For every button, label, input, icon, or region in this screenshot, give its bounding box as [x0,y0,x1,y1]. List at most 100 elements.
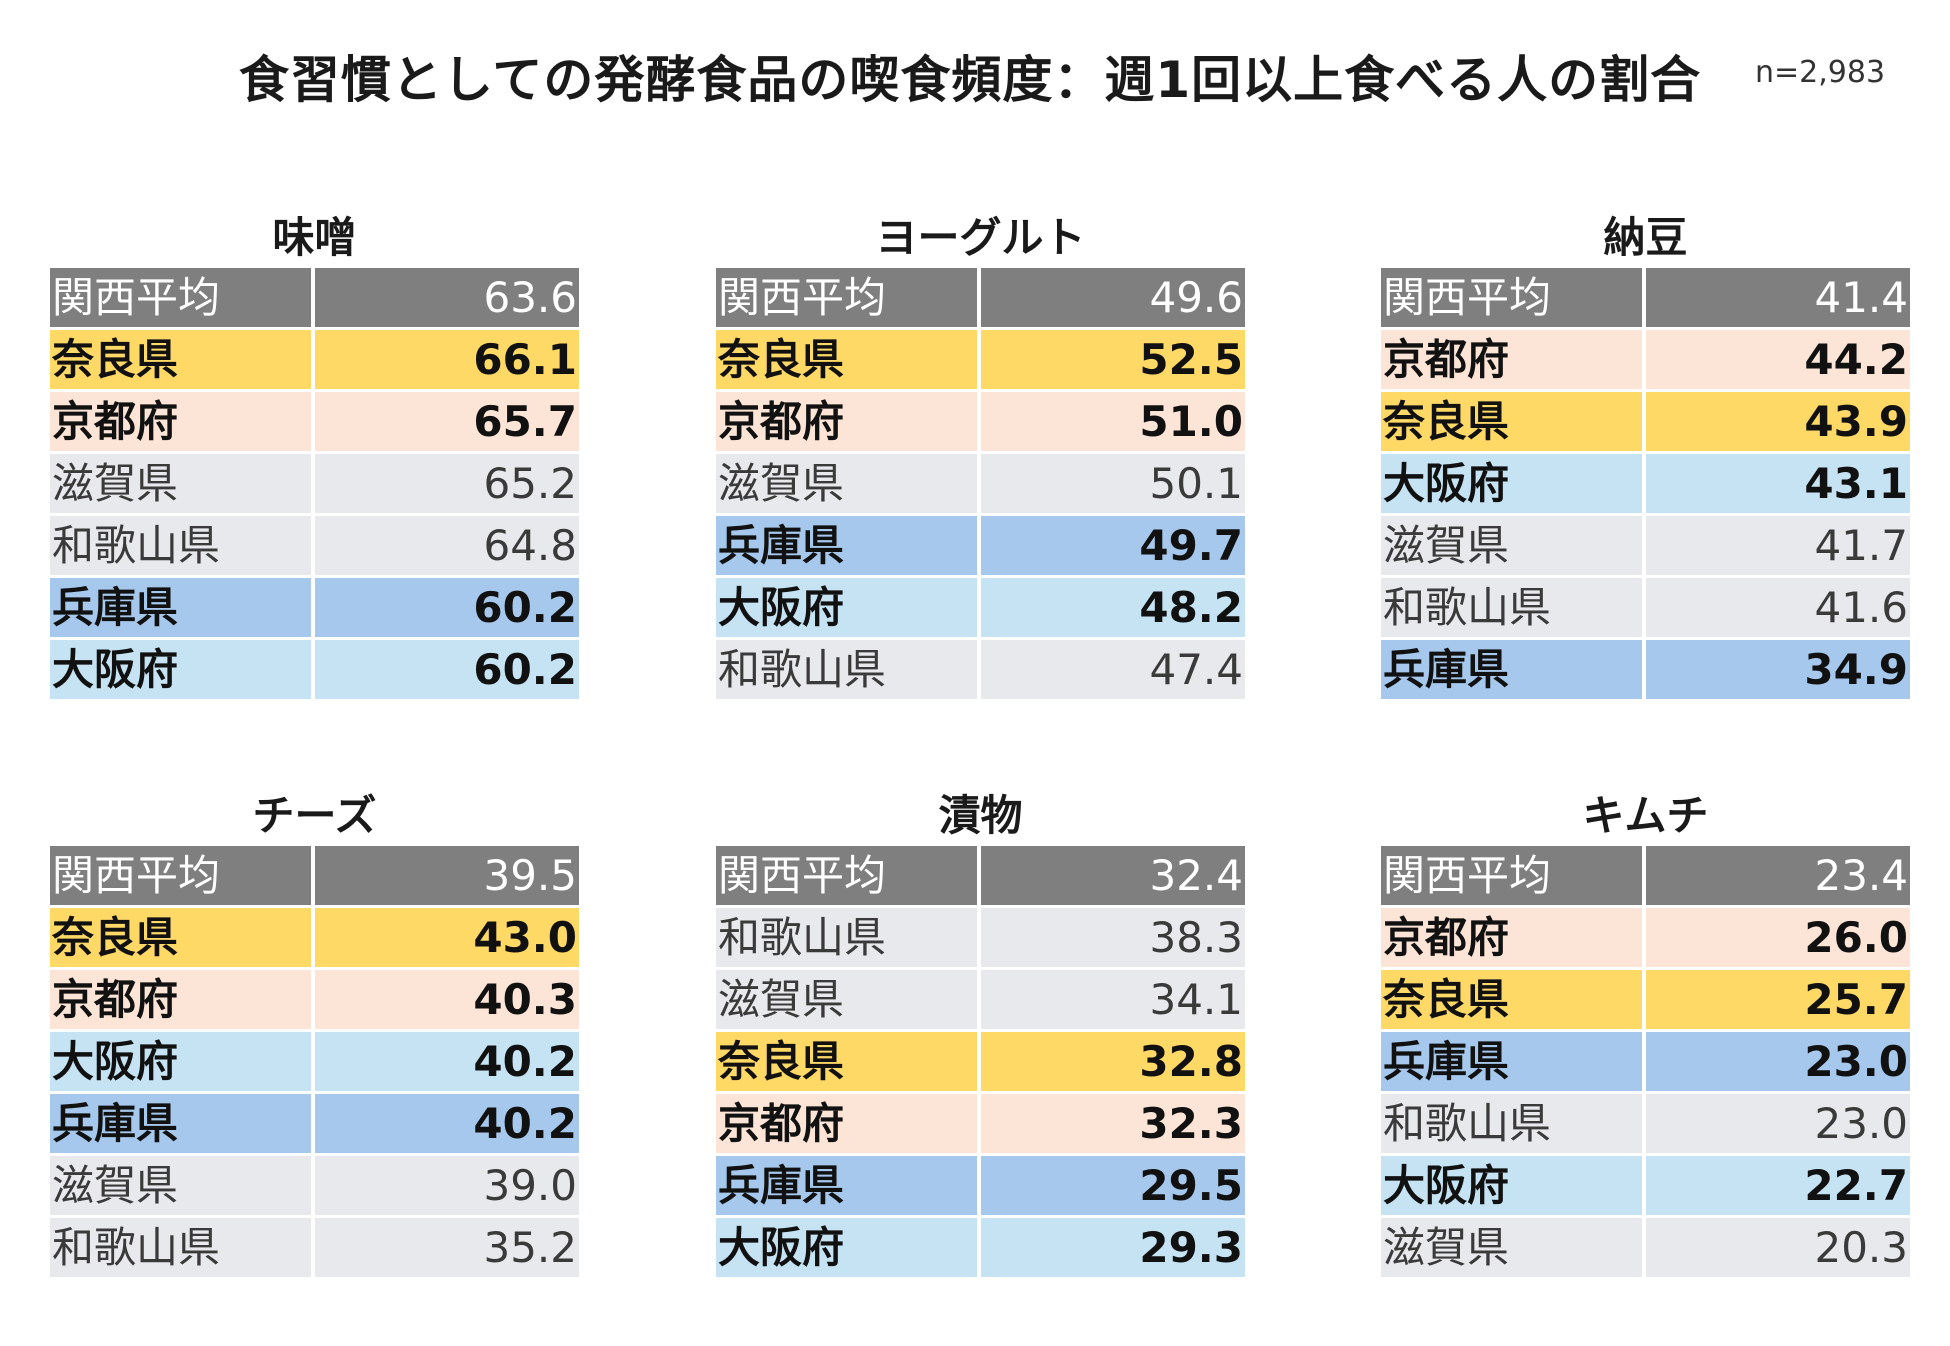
prefecture-label: 大阪府 [50,640,311,699]
table-row: 滋賀県 41.7 [1381,516,1910,575]
table-row: 大阪府 29.3 [716,1218,1245,1277]
percentage-value: 40.2 [315,1032,579,1091]
table-row: 滋賀県 39.0 [50,1156,579,1215]
percentage-value: 34.1 [981,970,1245,1029]
percentage-value: 29.5 [981,1156,1245,1215]
table-row: 和歌山県 47.4 [716,640,1245,699]
table-row: 奈良県 66.1 [50,330,579,389]
table-body: 関西平均 49.6 奈良県 52.5 京都府 51.0 滋賀県 50.1 兵庫県 49.7 大阪府 4… [716,268,1245,702]
prefecture-label: 大阪府 [716,1218,977,1277]
average-row: 関西平均 49.6 [716,268,1245,327]
prefecture-label: 滋賀県 [1381,1218,1642,1277]
percentage-value: 66.1 [315,330,579,389]
table-row: 京都府 32.3 [716,1094,1245,1153]
prefecture-label: 関西平均 [716,846,977,905]
table-row: 兵庫県 23.0 [1381,1032,1910,1091]
prefecture-label: 関西平均 [50,268,311,327]
average-row: 関西平均 23.4 [1381,846,1910,905]
prefecture-label: 京都府 [50,392,311,451]
table-row: 大阪府 48.2 [716,578,1245,637]
prefecture-label: 兵庫県 [1381,1032,1642,1091]
table-row: 大阪府 40.2 [50,1032,579,1091]
percentage-value: 65.7 [315,392,579,451]
percentage-value: 65.2 [315,454,579,513]
prefecture-label: 京都府 [1381,908,1642,967]
table-row: 和歌山県 23.0 [1381,1094,1910,1153]
table-title: チーズ [252,791,377,840]
prefecture-label: 大阪府 [1381,1156,1642,1215]
percentage-value: 52.5 [981,330,1245,389]
percentage-value: 51.0 [981,392,1245,451]
prefecture-label: 奈良県 [716,1032,977,1091]
percentage-value: 38.3 [981,908,1245,967]
prefecture-label: 奈良県 [50,330,311,389]
percentage-value: 49.7 [981,516,1245,575]
prefecture-label: 関西平均 [1381,268,1642,327]
prefecture-label: 滋賀県 [716,970,977,1029]
prefecture-label: 京都府 [1381,330,1642,389]
table-body: 関西平均 39.5 奈良県 43.0 京都府 40.3 大阪府 40.2 兵庫県 40.2 滋賀県 3… [50,846,579,1280]
table-title: 漬物 [938,791,1023,840]
table-row: 京都府 40.3 [50,970,579,1029]
table-body: 関西平均 23.4 京都府 26.0 奈良県 25.7 兵庫県 23.0 和歌山県 23.0 大阪府… [1381,846,1910,1280]
percentage-value: 48.2 [981,578,1245,637]
prefecture-label: 奈良県 [50,908,311,967]
percentage-value: 41.4 [1646,268,1910,327]
prefecture-label: 関西平均 [716,268,977,327]
prefecture-label: 和歌山県 [716,908,977,967]
chart-title: 食習慣としての発酵食品の喫食頻度：週1回以上食べる人の割合 [0,40,1950,112]
table-row: 奈良県 25.7 [1381,970,1910,1029]
table-row: 大阪府 43.1 [1381,454,1910,513]
table-row: 滋賀県 34.1 [716,970,1245,1029]
table-row: 和歌山県 38.3 [716,908,1245,967]
prefecture-label: 関西平均 [1381,846,1642,905]
table-row: 京都府 44.2 [1381,330,1910,389]
table-row: 大阪府 22.7 [1381,1156,1910,1215]
prefecture-label: 関西平均 [50,846,311,905]
percentage-value: 22.7 [1646,1156,1910,1215]
table-row: 兵庫県 60.2 [50,578,579,637]
prefecture-label: 滋賀県 [1381,516,1642,575]
table-row: 和歌山県 64.8 [50,516,579,575]
table-row: 滋賀県 50.1 [716,454,1245,513]
table-row: 滋賀県 20.3 [1381,1218,1910,1277]
percentage-value: 32.3 [981,1094,1245,1153]
table-row: 京都府 26.0 [1381,908,1910,967]
percentage-value: 40.2 [315,1094,579,1153]
table-row: 奈良県 43.9 [1381,392,1910,451]
table-title: 納豆 [1603,213,1688,262]
prefecture-label: 大阪府 [1381,454,1642,513]
table-row: 奈良県 43.0 [50,908,579,967]
table-row: 京都府 51.0 [716,392,1245,451]
table-row: 和歌山県 35.2 [50,1218,579,1277]
prefecture-label: 京都府 [716,392,977,451]
average-row: 関西平均 32.4 [716,846,1245,905]
prefecture-label: 奈良県 [1381,392,1642,451]
prefecture-label: 兵庫県 [716,1156,977,1215]
percentage-value: 25.7 [1646,970,1910,1029]
prefecture-label: 大阪府 [50,1032,311,1091]
prefecture-label: 兵庫県 [50,578,311,637]
percentage-value: 39.5 [315,846,579,905]
percentage-value: 41.6 [1646,578,1910,637]
prefecture-label: 京都府 [50,970,311,1029]
table-row: 大阪府 60.2 [50,640,579,699]
table-row: 兵庫県 34.9 [1381,640,1910,699]
percentage-value: 43.0 [315,908,579,967]
percentage-value: 41.7 [1646,516,1910,575]
table-title: ヨーグルト [875,213,1086,262]
table-row: 奈良県 52.5 [716,330,1245,389]
table-body: 関西平均 32.4 和歌山県 38.3 滋賀県 34.1 奈良県 32.8 京都府 32.3 兵庫県… [716,846,1245,1280]
percentage-value: 63.6 [315,268,579,327]
prefecture-label: 滋賀県 [50,454,311,513]
percentage-value: 32.4 [981,846,1245,905]
percentage-value: 43.9 [1646,392,1910,451]
percentage-value: 44.2 [1646,330,1910,389]
table-body: 関西平均 63.6 奈良県 66.1 京都府 65.7 滋賀県 65.2 和歌山県 64.8 兵庫県… [50,268,579,702]
prefecture-label: 京都府 [716,1094,977,1153]
percentage-value: 39.0 [315,1156,579,1215]
prefecture-label: 大阪府 [716,578,977,637]
prefecture-label: 滋賀県 [50,1156,311,1215]
prefecture-label: 奈良県 [1381,970,1642,1029]
percentage-value: 47.4 [981,640,1245,699]
